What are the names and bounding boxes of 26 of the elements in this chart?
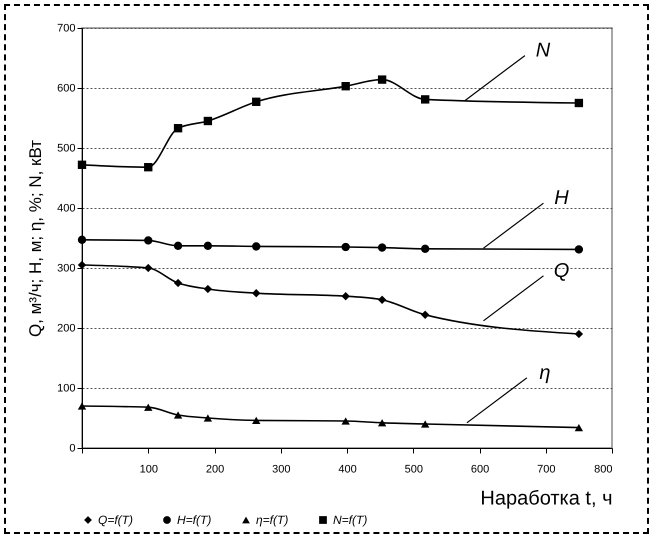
y-tick-label: 100 — [57, 382, 76, 394]
y-axis-title: Q, м³/ч; H, м; η, %; N, кВт — [26, 140, 46, 338]
annotation: η — [539, 362, 550, 384]
legend-label: Q=f(T) — [98, 513, 133, 527]
x-axis-title: Наработка t, ч — [480, 488, 612, 510]
x-tick-label: 500 — [404, 464, 423, 476]
x-tick-label: 600 — [470, 464, 490, 476]
x-tick-label: 200 — [206, 464, 224, 476]
y-tick-label: 300 — [57, 262, 76, 274]
x-tick-label: 800 — [594, 464, 612, 476]
x-tick-label: 700 — [537, 464, 556, 476]
legend-label: η=f(T) — [256, 513, 288, 527]
y-tick-label: 0 — [69, 442, 76, 454]
legend-label: H=f(T) — [177, 513, 212, 527]
x-tick-label: 400 — [338, 464, 357, 476]
y-tick-label: 500 — [57, 142, 76, 154]
x-tick-label: 100 — [140, 464, 158, 476]
x-tick-label: 300 — [272, 464, 290, 476]
y-tick-label: 700 — [57, 22, 76, 34]
y-tick-label: 400 — [57, 202, 76, 214]
annotation: Q — [554, 260, 570, 282]
y-tick-label: 600 — [57, 82, 76, 94]
annotation: H — [554, 187, 570, 210]
annotation: N — [536, 40, 551, 62]
legend-label: N=f(T) — [333, 513, 368, 527]
y-tick-label: 200 — [57, 322, 76, 334]
